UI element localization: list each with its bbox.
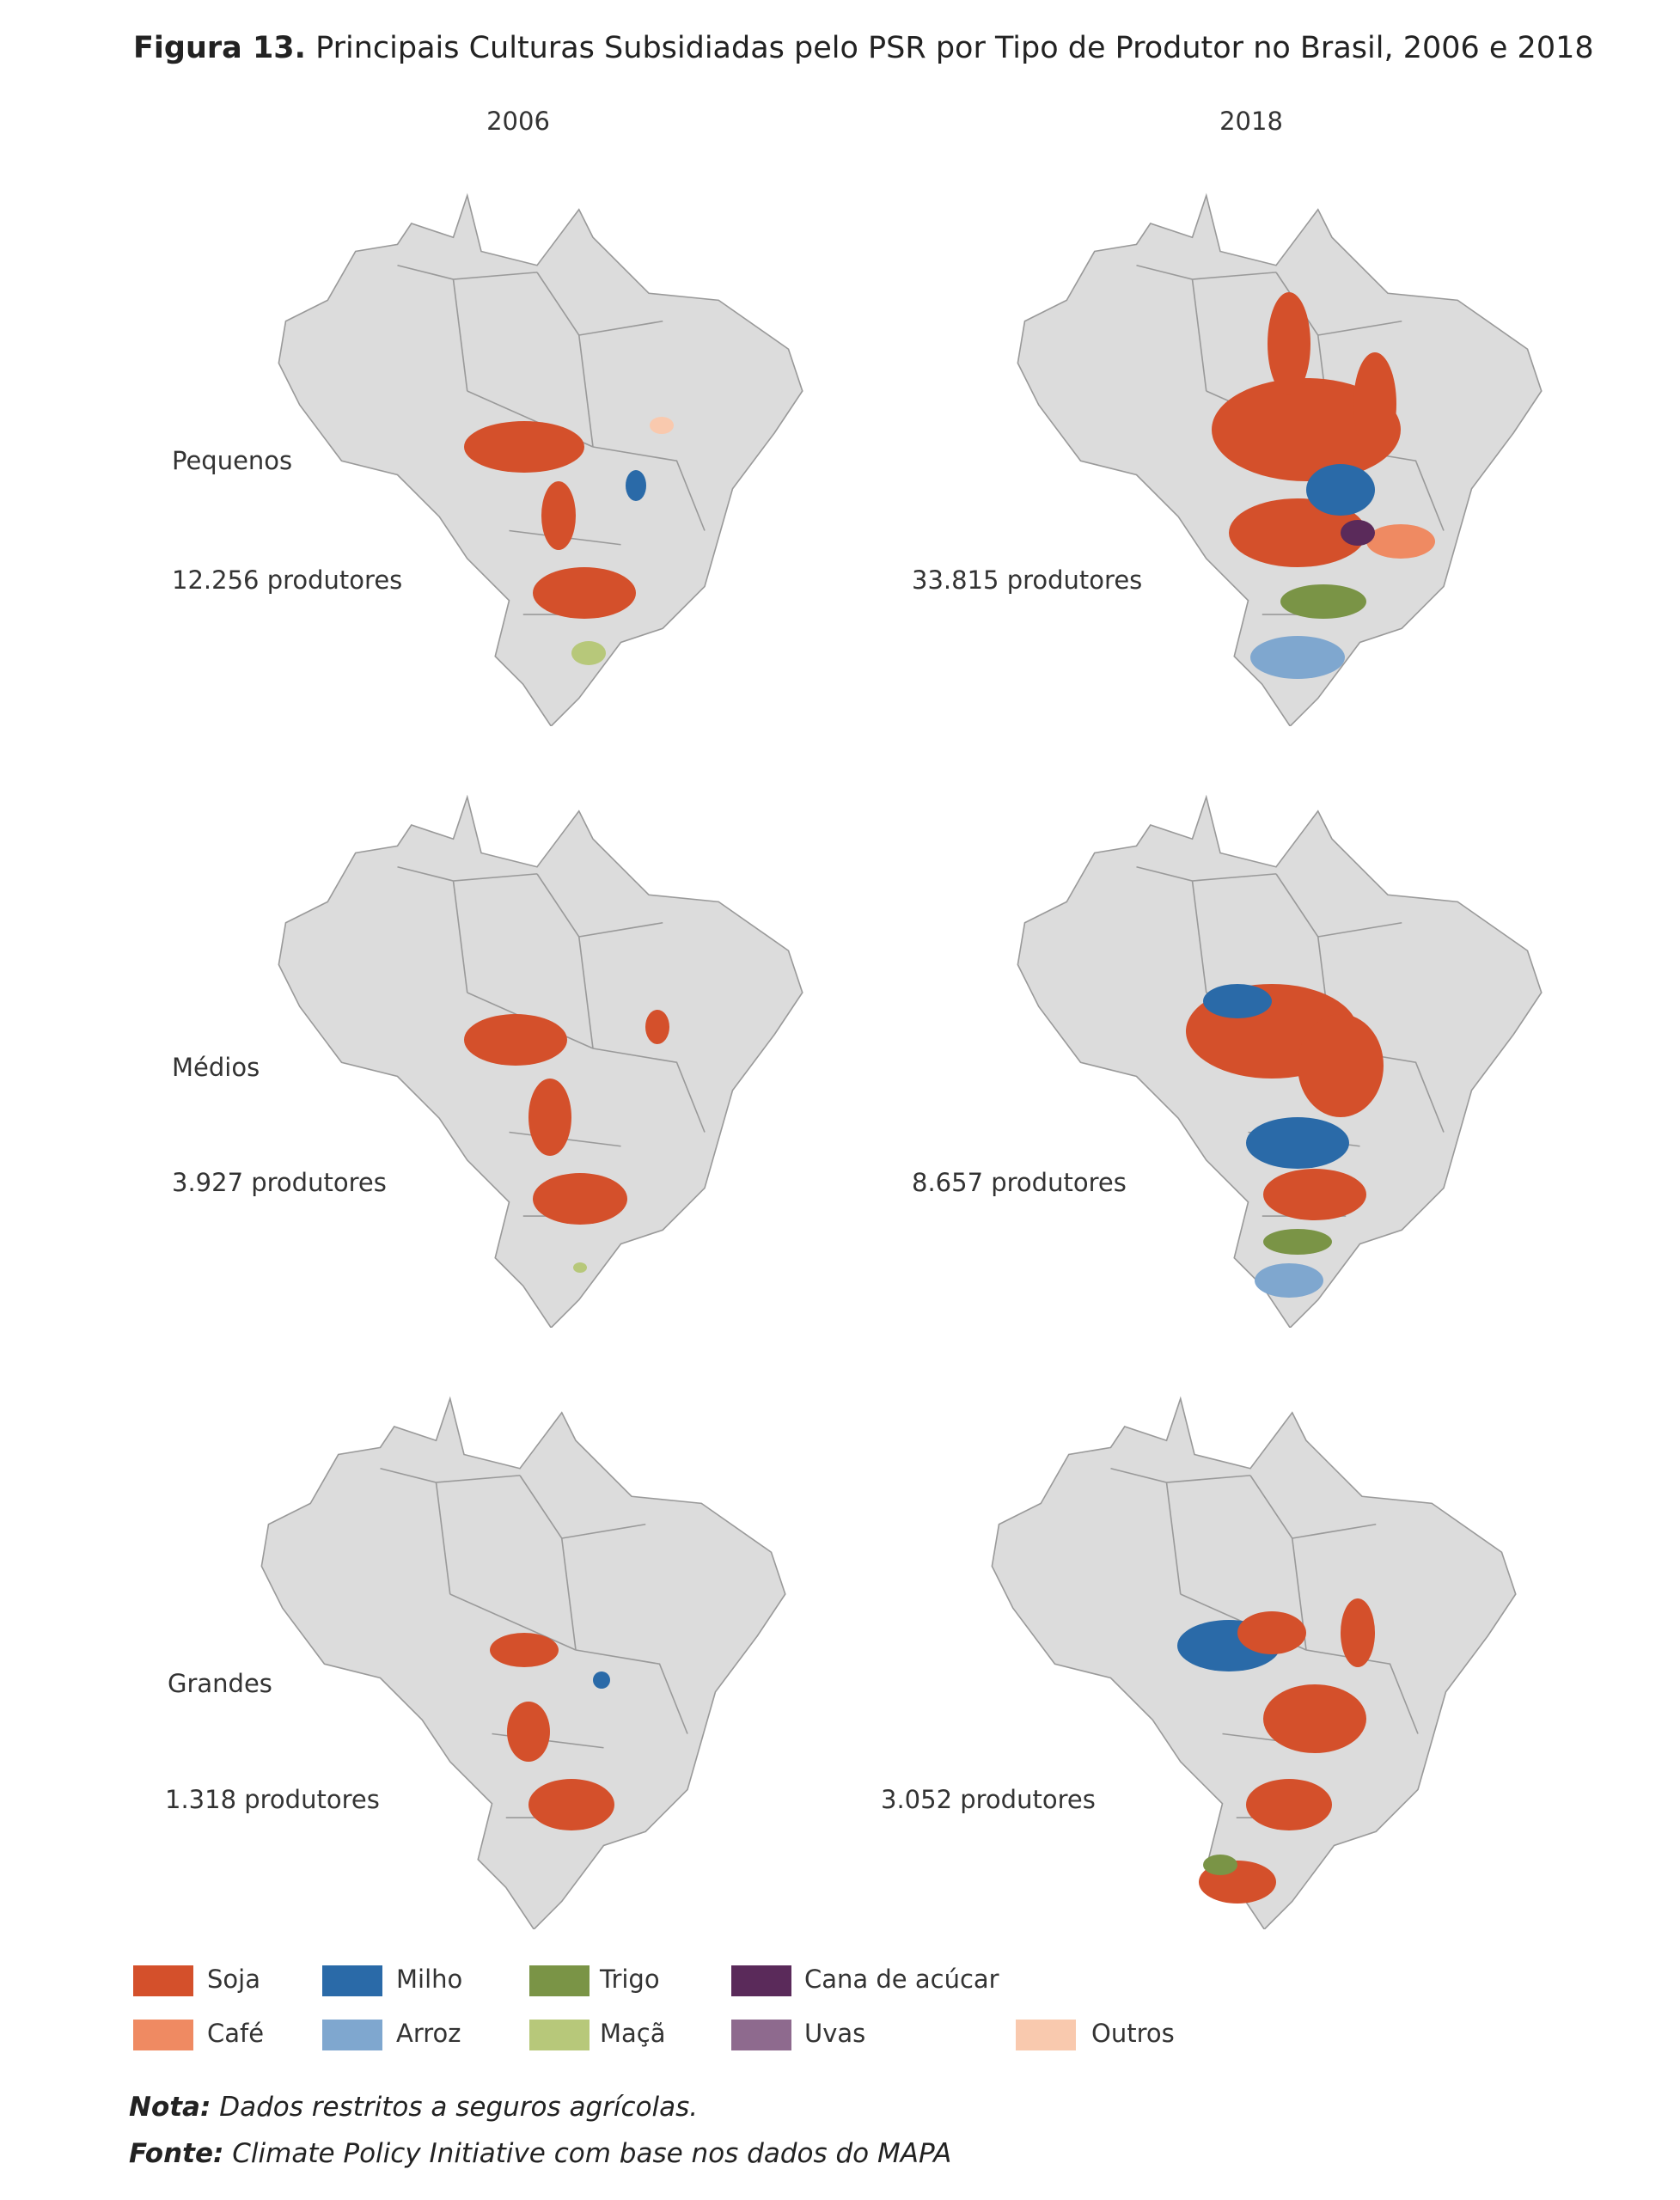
legend: Soja Milho Trigo Cana de acúcar Café Arroz Maç…: [133, 1965, 1175, 2050]
legend-label: Arroz: [396, 2019, 461, 2048]
legend-label: Maçã: [600, 2019, 666, 2048]
map: [1017, 194, 1543, 726]
figure-label: Figura 13.: [133, 31, 306, 65]
map: [1017, 796, 1543, 1328]
column-header: 2018: [1219, 107, 1283, 136]
producer-count: 12.256 produtores: [172, 565, 402, 595]
note-label: Nota:: [129, 2092, 211, 2123]
source-text: Climate Policy Initiative com base nos d…: [232, 2138, 951, 2169]
legend-label: Café: [207, 2019, 264, 2048]
legend-swatch: [731, 2020, 791, 2050]
note-text: Dados restritos a seguros agrícolas.: [219, 2092, 698, 2123]
legend-swatch: [322, 1965, 382, 1996]
note: Nota: Dados restritos a seguros agrícola…: [129, 2092, 698, 2123]
column-header: 2006: [486, 107, 550, 136]
legend-swatch: [322, 2020, 382, 2050]
legend-label: Soja: [207, 1965, 260, 1994]
figure-title: Figura 13. Principais Culturas Subsidiad…: [133, 31, 1594, 65]
legend-label: Milho: [396, 1965, 462, 1994]
row-label: Pequenos: [172, 446, 292, 475]
map: [260, 1397, 786, 1929]
legend-label: Cana de acúcar: [804, 1965, 999, 1994]
map: [991, 1397, 1517, 1929]
producer-count: 3.052 produtores: [881, 1785, 1096, 1814]
legend-label: Trigo: [599, 1965, 660, 1994]
map: [278, 796, 803, 1328]
legend-swatch: [133, 1965, 193, 1996]
producer-count: 33.815 produtores: [912, 565, 1142, 595]
source: Fonte: Climate Policy Initiative com bas…: [129, 2138, 951, 2169]
legend-swatch: [529, 1965, 590, 1996]
producer-count: 1.318 produtores: [165, 1785, 380, 1814]
legend-label: Uvas: [804, 2019, 865, 2048]
row-label: Grandes: [168, 1669, 272, 1698]
row-label: Médios: [172, 1053, 260, 1082]
figure-title-text: Principais Culturas Subsidiadas pelo PSR…: [315, 31, 1594, 65]
producer-count: 8.657 produtores: [912, 1168, 1127, 1197]
legend-swatch: [731, 1965, 791, 1996]
legend-swatch: [133, 2020, 193, 2050]
legend-swatch: [529, 2020, 590, 2050]
source-label: Fonte:: [129, 2138, 223, 2169]
map: [278, 194, 803, 726]
producer-count: 3.927 produtores: [172, 1168, 387, 1197]
legend-swatch: [1016, 2020, 1076, 2050]
legend-label: Outros: [1091, 2019, 1175, 2048]
